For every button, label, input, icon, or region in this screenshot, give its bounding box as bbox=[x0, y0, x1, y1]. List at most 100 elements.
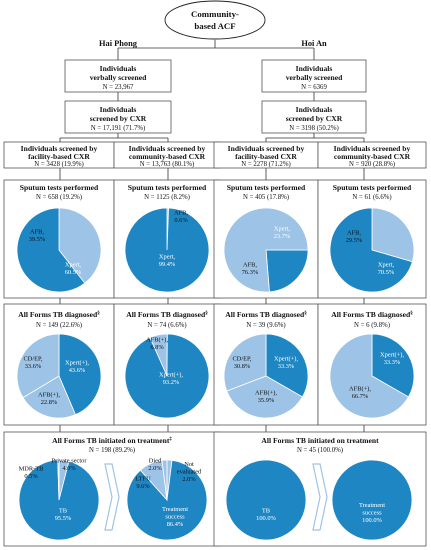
hp-fac-sputum-slice-0 bbox=[58, 207, 102, 284]
svg-text:N = 6 (9.8%): N = 6 (9.8%) bbox=[354, 322, 390, 329]
ha-com-sputum-pie: AFB, 29.5% Xpert, 70.5% bbox=[329, 207, 415, 293]
ha-com-diag-slice-1 bbox=[329, 333, 409, 419]
svg-text:facility-based CXR: facility-based CXR bbox=[28, 152, 90, 161]
ha-com-sputum-label-1: Xpert, 70.5% bbox=[378, 262, 395, 277]
svg-text:N = 3198 (50.2%): N = 3198 (50.2%) bbox=[289, 125, 339, 132]
svg-text:Individuals screened by: Individuals screened by bbox=[334, 144, 411, 153]
ha-community-screen-box: Individuals screened by community-based … bbox=[317, 141, 427, 169]
ha-fac-diag-slice-1 bbox=[226, 375, 303, 419]
pie-charts: AFB, 39.5% Xpert, 60.5% AFB, 0.6% Xpert, 99.4% X… bbox=[16, 207, 415, 541]
svg-text:All Forms TB diagnosed§: All Forms TB diagnosed§ bbox=[331, 310, 413, 319]
ha-fac-sputum-label-0: Xpert, 23.7% bbox=[274, 226, 291, 241]
svg-text:Sputum tests performed: Sputum tests performed bbox=[20, 183, 99, 192]
svg-text:N = 3428 (19.9%): N = 3428 (19.9%) bbox=[34, 161, 84, 168]
svg-text:N = 658 (19.2%): N = 658 (19.2%) bbox=[36, 194, 82, 201]
hp-com-sputum-slice-1 bbox=[124, 207, 210, 293]
svg-text:N = 45 (100.0%): N = 45 (100.0%) bbox=[297, 447, 343, 454]
ha-com-diag-slice-0 bbox=[371, 333, 415, 398]
ha-com-diag-pie: Xpert(+), 33.3% AFB(+), 66.7% bbox=[329, 333, 415, 419]
ha-outcome-label-0: Treatment success 100.0% bbox=[359, 502, 385, 524]
svg-text:All Forms TB diagnosed§: All Forms TB diagnosed§ bbox=[126, 310, 208, 319]
svg-text:Individuals: Individuals bbox=[100, 105, 137, 114]
svg-text:Individuals: Individuals bbox=[296, 64, 333, 73]
ha-com-sputum-label-0: AFB, 29.5% bbox=[346, 230, 363, 245]
svg-text:N = 405 (17.8%): N = 405 (17.8%) bbox=[243, 194, 289, 201]
ha-verbal-box: Individuals verbally screened N = 6369 bbox=[261, 59, 367, 93]
svg-text:screened by CXR: screened by CXR bbox=[90, 114, 147, 123]
hp-fac-sputum-label-1: Xpert, 60.5% bbox=[65, 262, 82, 277]
hp-outcome-pie: Not evaluated 2.0% Treatment success 86.4% LTF… bbox=[126, 458, 208, 541]
hp-com-sputum-label-1: Xpert, 99.4% bbox=[159, 254, 176, 269]
svg-text:Sputum tests performed: Sputum tests performed bbox=[333, 183, 412, 192]
svg-text:screened by CXR: screened by CXR bbox=[286, 114, 343, 123]
svg-text:Individuals: Individuals bbox=[296, 105, 333, 114]
hp-fac-sputum-label-0: AFB, 39.5% bbox=[29, 229, 46, 244]
ha-facility-screen-box: Individuals screened by facility-based C… bbox=[213, 141, 319, 169]
svg-text:All Forms TB diagnosed§: All Forms TB diagnosed§ bbox=[225, 310, 307, 319]
svg-text:community-based CXR: community-based CXR bbox=[129, 152, 206, 161]
svg-text:All Forms TB initiated on trea: All Forms TB initiated on treatment‡ bbox=[52, 436, 172, 445]
ha-fac-diag-label-2: CD/EP, 30.8% bbox=[233, 356, 252, 371]
svg-text:N = 149 (22.6%): N = 149 (22.6%) bbox=[36, 322, 82, 329]
hp-cxr-box: Individuals screened by CXR N = 17,191 (… bbox=[64, 100, 172, 134]
hp-fac-diag-pie: Xpert(+), 43.6% AFB(+), 22.8% CD/EP, 33.6% bbox=[16, 333, 102, 419]
root-line-1: Community- bbox=[191, 9, 239, 19]
hp-fac-sputum-slice-1 bbox=[16, 207, 86, 293]
hp-com-diag-label-0: AFB(+), 6.8% bbox=[146, 337, 168, 352]
hp-com-sputum-label-0: AFB, 0.6% bbox=[174, 210, 188, 225]
ha-fac-sputum-pie: Xpert, 23.7% AFB, 76.3% bbox=[223, 207, 309, 293]
svg-text:N = 74 (6.6%): N = 74 (6.6%) bbox=[147, 322, 186, 329]
ha-treat-label-0: TB 100.0% bbox=[256, 508, 276, 523]
hp-treat-slice-2 bbox=[57, 459, 60, 501]
hp-outcome-label-2: LTFU 9.6% bbox=[135, 476, 151, 491]
ha-fac-sputum-slice-1 bbox=[223, 207, 309, 293]
svg-text:All Forms TB initiated on trea: All Forms TB initiated on treatment bbox=[261, 436, 379, 445]
hp-treat-label-2: MDR-TB 0.5% bbox=[19, 466, 44, 481]
svg-text:N = 6369: N = 6369 bbox=[301, 84, 327, 91]
hp-fac-sputum-pie: AFB, 39.5% Xpert, 60.5% bbox=[16, 207, 102, 293]
svg-text:N = 198 (89.2%): N = 198 (89.2%) bbox=[89, 447, 135, 454]
svg-text:N = 920 (28.8%): N = 920 (28.8%) bbox=[349, 161, 395, 168]
ha-fac-sputum-slice-0 bbox=[265, 249, 309, 293]
hp-fac-diag-slice-0 bbox=[58, 333, 102, 416]
svg-text:Individuals: Individuals bbox=[100, 64, 137, 73]
root-node: Community- based ACF bbox=[164, 0, 266, 40]
hp-treat-label-1: TB 95.5% bbox=[55, 508, 72, 523]
svg-text:verbally screened: verbally screened bbox=[90, 73, 147, 82]
ha-com-diag-label-0: Xpert(+), 33.3% bbox=[380, 352, 404, 367]
hp-treat-label-0: Private sector 4.0% bbox=[52, 458, 88, 473]
root-line-2: based ACF bbox=[194, 21, 235, 31]
hp-outcome-slice-3 bbox=[161, 459, 168, 501]
hp-fac-diag-label-2: CD/EP, 33.6% bbox=[24, 356, 43, 371]
hp-facility-screen-box: Individuals screened by facility-based C… bbox=[3, 141, 115, 169]
ha-treat-pie: TB 100.0% bbox=[225, 459, 307, 541]
ha-outcome-arrow bbox=[312, 463, 328, 531]
hp-outcome-arrow bbox=[104, 463, 120, 531]
svg-text:Individuals screened by: Individuals screened by bbox=[228, 144, 305, 153]
hp-fac-diag-slice-2 bbox=[16, 333, 60, 399]
ha-outcome-pie: Treatment success 100.0% bbox=[331, 459, 413, 541]
svg-text:N = 17,191 (71.7%): N = 17,191 (71.7%) bbox=[91, 125, 146, 132]
hp-fac-diag-label-0: Xpert(+), 43.6% bbox=[65, 360, 89, 375]
ha-treat-slice-0 bbox=[225, 459, 307, 541]
svg-text:N = 13,763 (80.1%): N = 13,763 (80.1%) bbox=[140, 161, 195, 168]
ha-fac-diag-slice-0 bbox=[265, 333, 309, 398]
hp-com-diag-pie: AFB(+), 6.8% Xpert(+), 93.2% bbox=[124, 333, 210, 419]
ha-com-sputum-slice-0 bbox=[371, 207, 415, 263]
svg-text:N = 39 (9.6%): N = 39 (9.6%) bbox=[246, 322, 285, 329]
svg-text:All Forms TB diagnosed§: All Forms TB diagnosed§ bbox=[18, 310, 100, 319]
svg-text:Sputum tests performed: Sputum tests performed bbox=[128, 183, 207, 192]
ha-cxr-box: Individuals screened by CXR N = 3198 (50… bbox=[261, 100, 367, 134]
svg-text:N = 61 (6.6%): N = 61 (6.6%) bbox=[352, 194, 391, 201]
ha-outcome-slice-0 bbox=[331, 459, 413, 541]
svg-text:verbally screened: verbally screened bbox=[286, 73, 343, 82]
svg-text:N = 23,967: N = 23,967 bbox=[103, 84, 134, 91]
hp-community-screen-box: Individuals screened by community-based … bbox=[113, 141, 221, 169]
hp-com-diag-slice-1 bbox=[124, 333, 210, 419]
hp-fac-diag-label-1: AFB(+), 22.8% bbox=[38, 392, 60, 407]
ha-fac-diag-pie: Xpert(+), 33.3% AFB(+), 35.9% CD/EP, 30.8% bbox=[223, 333, 309, 419]
svg-text:Individuals screened by: Individuals screened by bbox=[129, 144, 206, 153]
connector-lines bbox=[59, 40, 365, 432]
hp-com-sputum-pie: AFB, 0.6% Xpert, 99.4% bbox=[124, 207, 210, 293]
